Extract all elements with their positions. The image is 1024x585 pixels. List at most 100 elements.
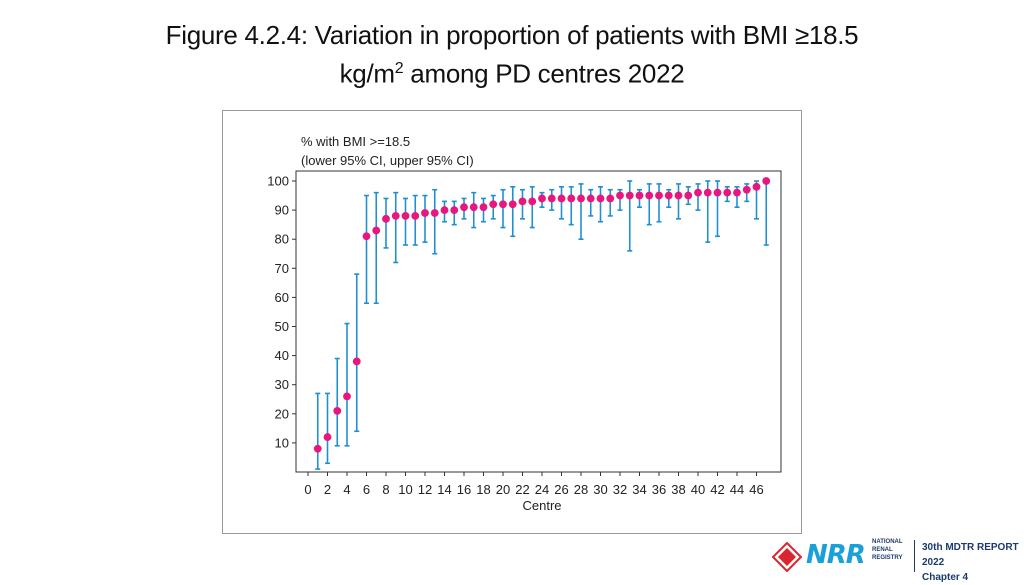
registry-name-line: RENAL — [872, 547, 893, 553]
y-tick-label: 50 — [275, 319, 289, 334]
registry-logo-text: NRR — [806, 540, 866, 570]
registry-name-line: REGISTRY — [872, 555, 903, 561]
data-point — [450, 206, 459, 214]
registry-name-line: NATIONAL — [872, 539, 903, 545]
data-point — [625, 191, 634, 200]
data-point — [664, 191, 673, 200]
chart-panel: % with BMI >=18.5 (lower 95% CI, upper 9… — [222, 110, 802, 534]
data-marks — [313, 177, 771, 470]
data-point — [752, 182, 761, 191]
data-point — [567, 194, 576, 203]
footer-divider — [914, 540, 915, 572]
data-point — [421, 209, 429, 217]
x-tick-label: 26 — [554, 482, 568, 497]
y-tick-label: 100 — [267, 174, 289, 189]
y-tick-label: 60 — [275, 290, 289, 305]
x-tick-label: 12 — [418, 482, 432, 497]
data-point — [733, 188, 741, 197]
data-point — [508, 200, 517, 209]
data-point — [460, 203, 468, 212]
legend-line-1: % with BMI >=18.5 — [301, 134, 410, 149]
data-point — [606, 194, 615, 203]
data-point — [333, 406, 342, 415]
y-tick-label: 30 — [275, 377, 289, 392]
x-tick-label: 2 — [324, 482, 331, 497]
data-point — [362, 232, 371, 241]
report-title: 30th MDTR REPORT 2022 — [922, 542, 1019, 568]
data-point — [518, 197, 527, 206]
data-point — [440, 206, 449, 214]
y-tick-label: 10 — [275, 435, 289, 450]
x-tick-label: 6 — [363, 482, 370, 497]
title-unit: kg/m — [339, 58, 395, 89]
data-point — [343, 392, 351, 401]
plot-area-frame — [295, 170, 782, 473]
y-tick-label: 20 — [275, 406, 289, 421]
chart-svg: % with BMI >=18.5 (lower 95% CI, upper 9… — [267, 134, 782, 513]
data-point — [596, 194, 605, 203]
data-point — [674, 191, 683, 200]
y-tick-label: 80 — [275, 232, 289, 247]
registry-logo-icon — [772, 542, 802, 572]
title-unit-superscript: 2 — [394, 60, 404, 77]
x-tick-label: 24 — [535, 482, 549, 497]
data-point — [411, 212, 420, 220]
x-tick-label: 44 — [730, 482, 744, 497]
x-tick-label: 8 — [382, 482, 389, 497]
x-tick-label: 20 — [496, 482, 510, 497]
x-tick-label: 30 — [593, 482, 607, 497]
x-tick-label: 28 — [574, 482, 588, 497]
data-point — [313, 444, 322, 453]
data-point — [391, 212, 400, 220]
title-line-2: kg/m2 among PD centres 2022 — [0, 52, 1024, 91]
x-tick-label: 46 — [749, 482, 763, 497]
data-point — [382, 214, 390, 223]
data-point — [547, 194, 556, 203]
x-tick-label: 38 — [671, 482, 685, 497]
x-tick-label: 10 — [398, 482, 412, 497]
data-point — [645, 191, 654, 200]
legend-line-2: (lower 95% CI, upper 95% CI) — [301, 153, 474, 168]
data-point — [703, 188, 712, 197]
data-point — [479, 203, 488, 212]
registry-name: NATIONAL RENAL REGISTRY — [872, 538, 903, 562]
data-point — [489, 200, 498, 209]
footer-branding: NRR NATIONAL RENAL REGISTRY 30th MDTR RE… — [764, 534, 1024, 583]
data-point — [723, 188, 732, 197]
data-point — [528, 197, 537, 206]
data-point — [557, 194, 566, 203]
data-point — [538, 194, 546, 203]
data-point — [635, 191, 644, 200]
data-point — [469, 203, 478, 212]
x-tick-label: 14 — [437, 482, 451, 497]
y-tick-label: 90 — [275, 203, 289, 218]
report-chapter: Chapter 4 — [922, 572, 969, 583]
title-line-1: Figure 4.2.4: Variation in proportion of… — [165, 20, 859, 50]
data-point — [684, 191, 693, 200]
x-tick-label: 18 — [476, 482, 490, 497]
figure-title: Figure 4.2.4: Variation in proportion of… — [0, 18, 1024, 91]
data-point — [577, 194, 585, 203]
x-tick-label: 22 — [515, 482, 529, 497]
data-point — [430, 209, 439, 217]
data-point — [401, 212, 410, 220]
y-tick-label: 40 — [275, 348, 289, 363]
x-axis-label: Centre — [522, 498, 561, 513]
x-tick-label: 36 — [652, 482, 666, 497]
data-point — [352, 357, 361, 366]
data-point — [655, 191, 663, 200]
y-tick-label: 70 — [275, 261, 289, 276]
x-tick-label: 4 — [343, 482, 350, 497]
x-tick-label: 16 — [457, 482, 471, 497]
data-point — [742, 185, 751, 194]
data-point — [499, 200, 507, 209]
x-tick-label: 0 — [304, 482, 311, 497]
x-tick-label: 34 — [632, 482, 646, 497]
report-info: 30th MDTR REPORT 2022 Chapter 4 — [922, 540, 1024, 585]
data-point — [616, 191, 624, 200]
data-point — [372, 226, 381, 235]
data-point — [762, 177, 771, 185]
data-point — [323, 433, 332, 441]
data-point — [586, 194, 595, 203]
